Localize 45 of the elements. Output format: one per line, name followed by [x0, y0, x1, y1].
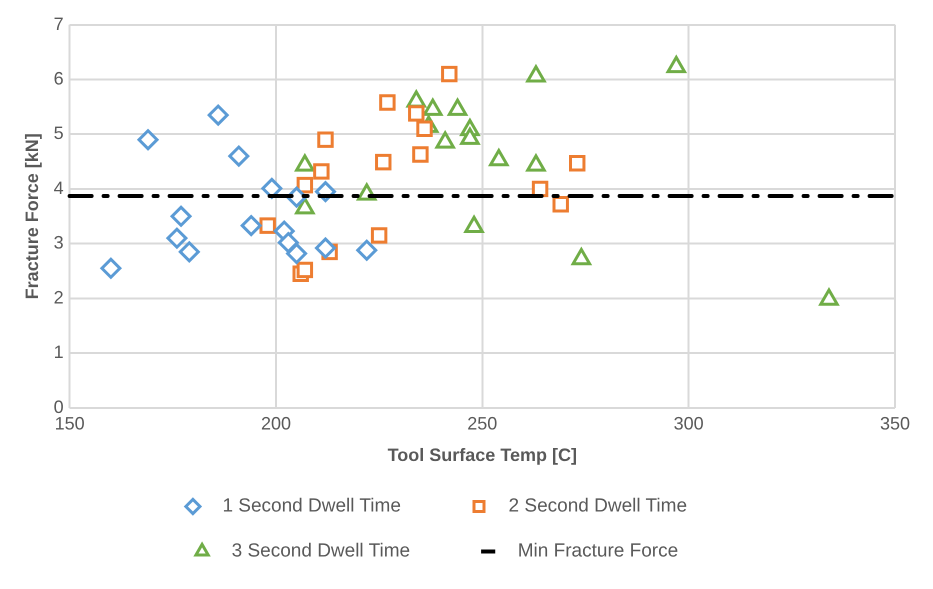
- point: [552, 196, 569, 212]
- point: [416, 120, 433, 137]
- point: [532, 180, 548, 198]
- legend-label: 2 Second Dwell Time: [498, 496, 730, 517]
- x-axis-title: Tool Surface Temp [C]: [388, 445, 577, 466]
- point: [100, 258, 122, 279]
- point: [138, 129, 159, 150]
- point: [240, 215, 262, 236]
- point: [314, 238, 336, 259]
- point: [569, 155, 586, 172]
- point: [408, 105, 424, 122]
- x-tick-label: 200: [260, 414, 291, 434]
- y-tick-label: 6: [54, 68, 64, 88]
- point: [296, 262, 314, 278]
- y-tick-label: 7: [54, 14, 64, 34]
- point: [370, 227, 388, 244]
- point: [296, 176, 314, 194]
- point: [317, 131, 334, 148]
- y-tick-label: 5: [54, 123, 64, 144]
- point: [278, 232, 299, 254]
- legend-label: 3 Second Dwell Time: [221, 540, 452, 562]
- point: [208, 104, 229, 126]
- y-tick-label: 4: [54, 178, 64, 198]
- x-tick-label: 250: [467, 414, 498, 434]
- point: [286, 243, 308, 264]
- point: [313, 163, 330, 180]
- x-tick-label: 350: [880, 414, 910, 434]
- point: [412, 146, 429, 163]
- legend-label: Min Fracture Force: [507, 540, 720, 562]
- y-tick-label: 3: [54, 232, 64, 253]
- point: [261, 178, 282, 199]
- legend-label: 1 Second Dwell Time: [212, 496, 444, 517]
- point: [379, 94, 396, 111]
- point: [375, 154, 392, 170]
- point: [441, 66, 458, 82]
- y-tick-label: 2: [54, 287, 64, 308]
- y-tick-label: 1: [54, 342, 64, 362]
- y-axis-title: Fracture Force [kN]: [22, 133, 42, 300]
- x-tick-label: 300: [674, 414, 704, 434]
- point: [356, 240, 378, 261]
- point: [228, 146, 250, 167]
- point: [170, 206, 192, 227]
- point: [259, 217, 276, 234]
- point: [178, 241, 200, 262]
- point: [166, 228, 188, 249]
